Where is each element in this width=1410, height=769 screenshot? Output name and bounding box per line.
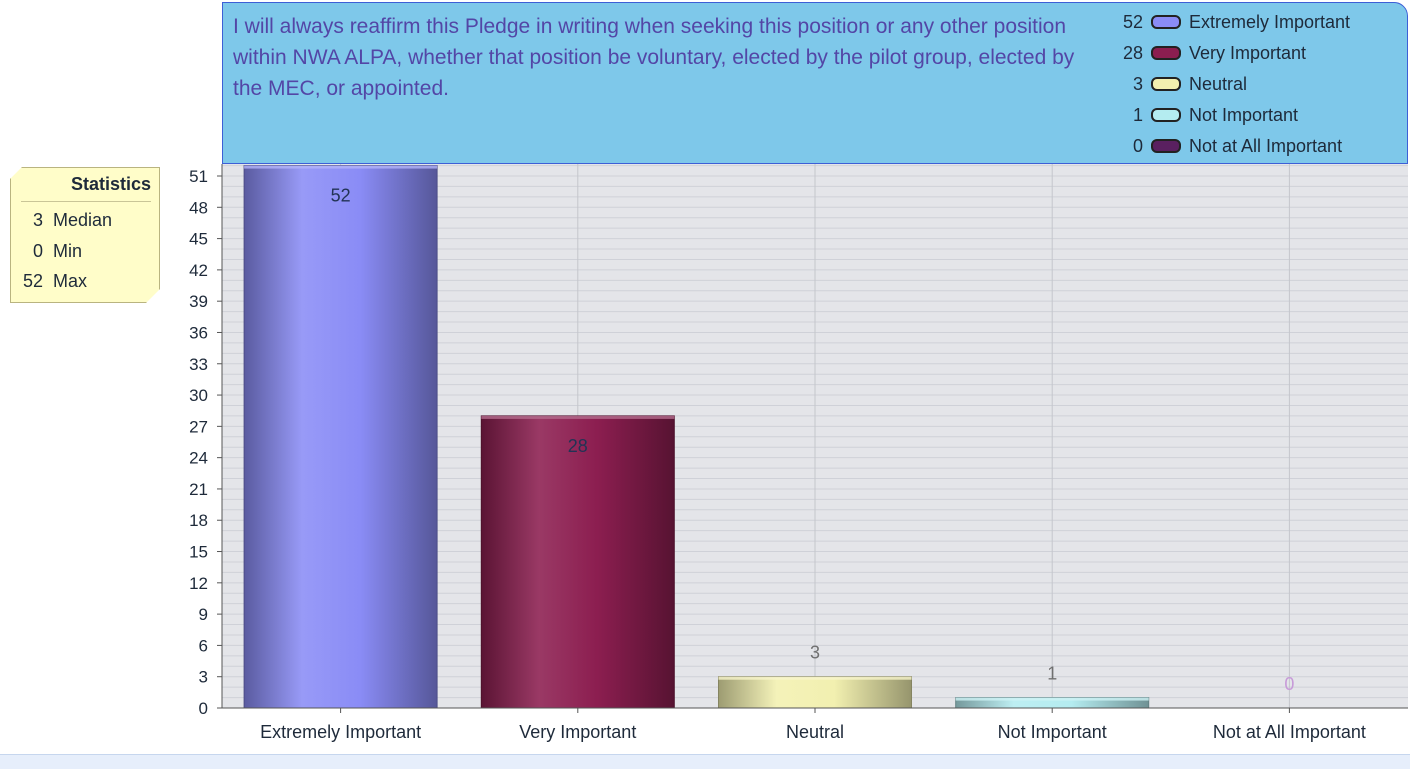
statistic-row: 52 Max <box>11 267 151 295</box>
y-tick-label: 36 <box>189 323 208 342</box>
chart-title-panel: I will always reaffirm this Pledge in wr… <box>222 2 1408 164</box>
y-tick-label: 12 <box>189 574 208 593</box>
legend-item: 28 Very Important <box>1111 39 1401 70</box>
statistics-box: Statistics 3 Median 0 Min 52 Max <box>10 167 160 303</box>
y-tick-label: 39 <box>189 292 208 311</box>
legend-swatch <box>1151 77 1181 91</box>
legend-item: 0 Not at All Important <box>1111 132 1401 163</box>
legend-label: Not Important <box>1189 105 1299 125</box>
value-label: 3 <box>810 643 820 663</box>
statistics-title: Statistics <box>70 174 151 194</box>
bars <box>243 165 1150 709</box>
y-tick-label: 30 <box>189 386 208 405</box>
legend-value: 52 <box>1122 12 1143 32</box>
legend-swatch <box>1151 108 1181 122</box>
bottom-band <box>0 754 1410 769</box>
statistic-label: Max <box>53 271 88 291</box>
value-labels: 52 28 3 1 0 <box>331 186 1295 694</box>
legend-value: 28 <box>1122 43 1143 63</box>
x-tick-label: Not Important <box>998 722 1107 742</box>
legend-label: Neutral <box>1189 74 1248 94</box>
bar-highlight <box>244 165 438 169</box>
statistic-value: 52 <box>22 271 43 291</box>
legend-label: Very Important <box>1189 43 1307 63</box>
value-label: 28 <box>568 436 588 456</box>
legend-swatch <box>1151 139 1181 153</box>
y-tick-label: 6 <box>199 636 208 655</box>
statistic-row: 0 Min <box>11 237 151 265</box>
statistic-value: 3 <box>32 210 43 230</box>
y-tick-label: 9 <box>199 605 208 624</box>
y-tick-label: 42 <box>189 261 208 280</box>
y-tick-label: 45 <box>189 230 208 249</box>
value-label: 0 <box>1284 674 1294 694</box>
x-tick-label: Extremely Important <box>260 722 421 742</box>
bar <box>718 676 912 709</box>
bar-highlight <box>955 697 1149 701</box>
legend-swatch <box>1151 15 1181 29</box>
value-label: 52 <box>331 186 351 206</box>
y-tick-label: 0 <box>199 699 208 718</box>
bar <box>243 165 438 709</box>
x-tick-label: Very Important <box>519 722 636 742</box>
legend-item: 52 Extremely Important <box>1111 8 1401 39</box>
y-tick-label: 33 <box>189 355 208 374</box>
y-tick-label: 21 <box>189 480 208 499</box>
bar-highlight <box>481 415 675 419</box>
x-tick-label: Neutral <box>786 722 844 742</box>
legend-value: 3 <box>1132 74 1143 94</box>
y-tick-label: 15 <box>189 543 208 562</box>
x-tick-label: Not at All Important <box>1213 722 1366 742</box>
y-tick-label: 3 <box>199 668 208 687</box>
y-tick-label: 24 <box>189 449 208 468</box>
legend-label: Not at All Important <box>1189 136 1343 156</box>
statistic-row: 3 Median <box>11 206 151 234</box>
legend-value: 1 <box>1132 105 1143 125</box>
x-axis-ticks: Extremely Important Very Important Neutral… <box>260 708 1366 742</box>
y-tick-label: 48 <box>189 198 208 217</box>
legend: 52 Extremely Important 28 Very Important… <box>1111 8 1401 163</box>
legend-label: Extremely Important <box>1189 12 1351 32</box>
statistic-value: 0 <box>32 241 43 261</box>
statistic-label: Median <box>53 210 113 230</box>
bar-highlight <box>718 676 912 680</box>
value-label: 1 <box>1047 664 1057 684</box>
legend-item: 3 Neutral <box>1111 70 1401 101</box>
y-tick-label: 27 <box>189 417 208 436</box>
bar <box>480 415 675 709</box>
chart-title: I will always reaffirm this Pledge in wr… <box>233 15 1075 100</box>
statistics-divider <box>21 201 151 202</box>
legend-swatch <box>1151 46 1181 60</box>
y-tick-label: 18 <box>189 511 208 530</box>
statistic-label: Min <box>53 241 83 261</box>
legend-item: 1 Not Important <box>1111 101 1401 132</box>
y-tick-label: 51 <box>189 167 208 186</box>
legend-value: 0 <box>1132 136 1143 156</box>
